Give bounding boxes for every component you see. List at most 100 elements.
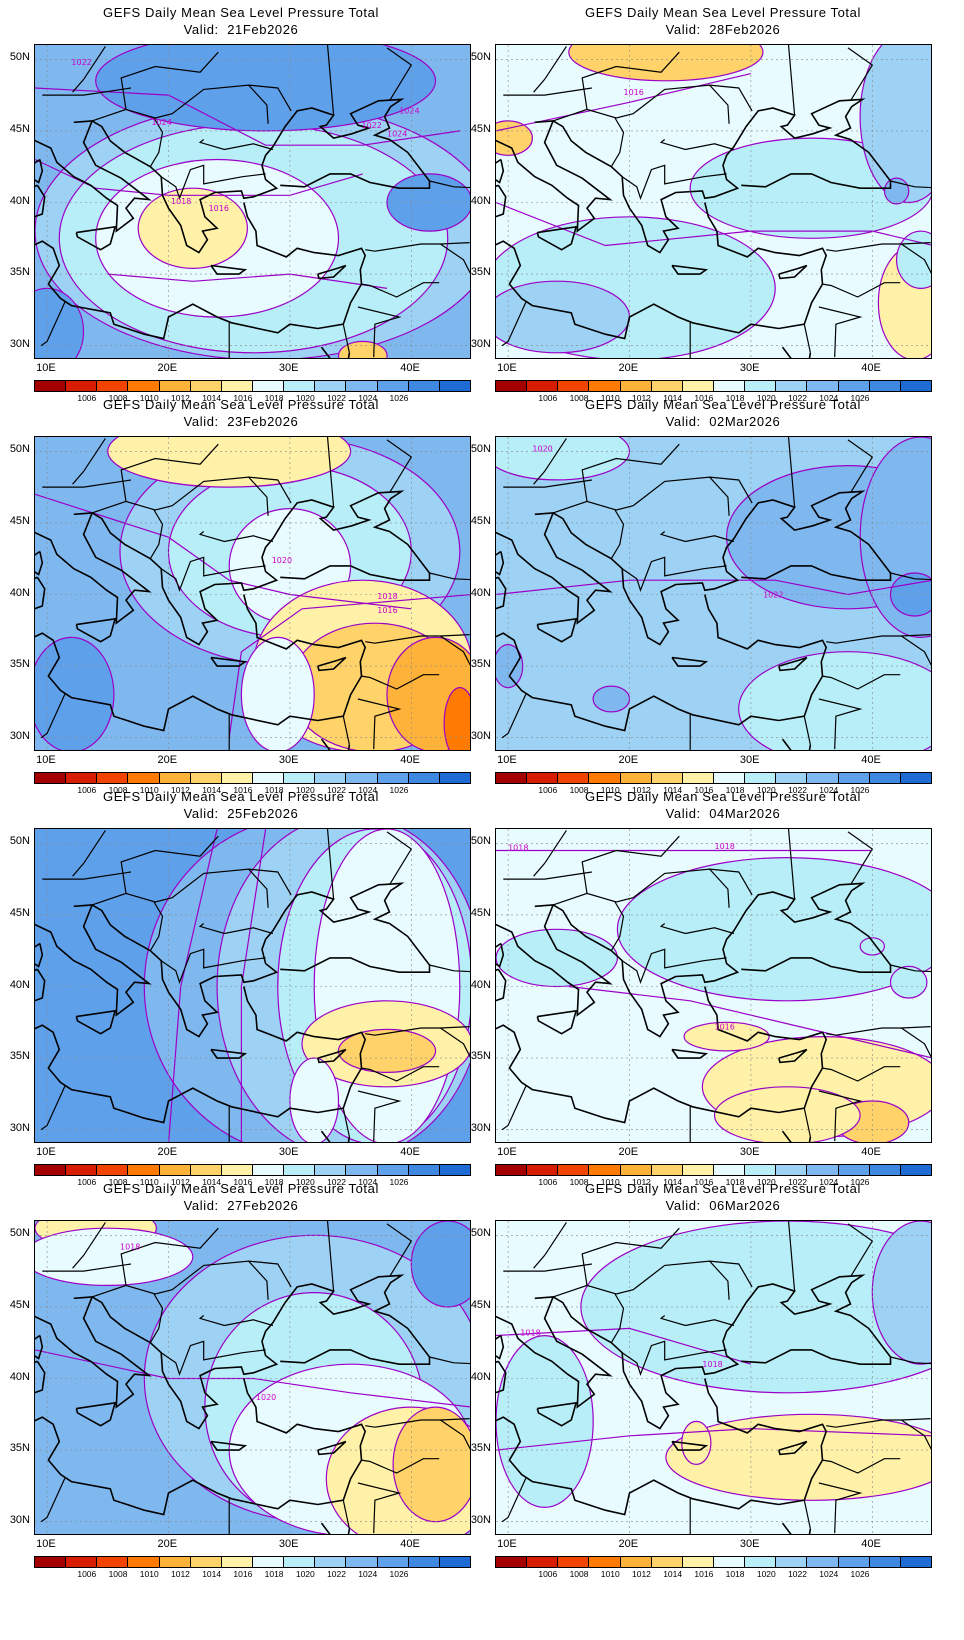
colorbar-swatch <box>35 773 67 783</box>
latitude-tick-label: 40N <box>9 978 30 991</box>
colorbar-swatch <box>128 1165 160 1175</box>
valid-prefix: Valid: <box>665 22 701 37</box>
colorbar-label: 1014 <box>202 393 222 403</box>
country-border <box>503 1263 592 1272</box>
longitude-tick-label: 10E <box>36 1538 56 1550</box>
colorbar-swatch <box>620 773 652 783</box>
colorbar-label: 1006 <box>538 1177 558 1187</box>
colorbar-label: 1020 <box>756 1569 776 1579</box>
country-border <box>440 1419 470 1450</box>
colorbar-label: 1020 <box>756 393 776 403</box>
colorbar-swatch <box>346 381 378 391</box>
longitude-tick-label: 20E <box>618 362 639 374</box>
country-border <box>120 51 219 110</box>
latitude-tick-label: 40N <box>9 194 30 207</box>
colorbar-swatch <box>66 773 98 783</box>
colorbar <box>34 1164 471 1176</box>
country-border <box>361 1066 440 1082</box>
coastline <box>75 1401 117 1427</box>
pressure-contour-band <box>592 685 631 713</box>
country-border <box>787 1221 796 1292</box>
map-svg: 1016 <box>496 45 931 358</box>
coastline <box>671 264 709 275</box>
latitude-tick-label: 45N <box>470 906 491 919</box>
coastline <box>35 576 46 610</box>
coastline <box>496 986 828 1124</box>
colorbar-label: 1008 <box>108 785 128 795</box>
map-svg: 1020 1022 <box>496 437 931 750</box>
country-border <box>890 1356 931 1365</box>
colorbar <box>495 1556 932 1568</box>
coastline <box>320 1130 331 1142</box>
coastline <box>35 512 152 625</box>
colorbar-swatch <box>190 773 222 783</box>
country-border <box>890 964 931 973</box>
colorbar-swatch <box>558 773 590 783</box>
map-panel-21Feb2026: GEFS Daily Mean Sea Level Pressure Total… <box>0 0 482 410</box>
latitude-tick-label: 50N <box>470 1227 491 1240</box>
colorbar-swatch <box>713 1557 746 1567</box>
country-border <box>326 1221 335 1292</box>
latitude-tick-label: 30N <box>470 1513 491 1526</box>
colorbar-label: 1012 <box>631 393 651 403</box>
colorbar-swatch <box>682 1557 714 1567</box>
pressure-contour-band <box>392 1406 470 1523</box>
isobar-label: 1022 <box>71 58 91 67</box>
coastline <box>552 98 892 254</box>
country-border <box>365 634 470 644</box>
panel-title: GEFS Daily Mean Sea Level Pressure Total <box>585 1181 861 1196</box>
panel-valid-date: Valid: 27Feb2026 <box>0 1197 482 1214</box>
country-border <box>357 698 402 750</box>
isobar-label: 1016 <box>715 1023 735 1032</box>
colorbar-label: 1006 <box>538 785 558 795</box>
colorbar-swatch <box>221 1165 253 1175</box>
country-border <box>120 443 219 502</box>
colorbar <box>495 772 932 784</box>
map-frame: 1018 1020 <box>34 1220 471 1535</box>
pressure-contour-band <box>410 1221 470 1308</box>
colorbar-label: 1014 <box>663 1569 683 1579</box>
valid-date-value: 27Feb2026 <box>227 1198 299 1213</box>
country-border <box>552 1260 730 1300</box>
pressure-contour-band <box>568 45 764 82</box>
panel-title: GEFS Daily Mean Sea Level Pressure Total <box>585 789 861 804</box>
colorbar-swatch <box>315 1557 347 1567</box>
longitude-tick-label: 10E <box>497 754 517 766</box>
colorbar-label: 1014 <box>663 1177 683 1187</box>
colorbar-label: 1022 <box>327 1177 346 1187</box>
coastline <box>320 738 331 750</box>
country-border <box>503 871 592 880</box>
latitude-tick-label: 30N <box>9 1513 30 1526</box>
country-border <box>357 306 402 358</box>
coastline <box>210 1440 248 1451</box>
isobar-label: 1020 <box>272 556 292 565</box>
colorbar-label: 1020 <box>756 785 776 795</box>
colorbar-label: 1026 <box>389 1569 409 1579</box>
coastline <box>496 1360 507 1394</box>
panel-title: GEFS Daily Mean Sea Level Pressure Total <box>103 5 379 20</box>
colorbar-swatch <box>776 381 808 391</box>
colorbar-swatch <box>496 773 528 783</box>
colorbar-swatch <box>651 381 683 391</box>
colorbar-label: 1006 <box>77 393 97 403</box>
latitude-tick-label: 50N <box>9 51 30 64</box>
colorbar-swatch <box>496 1557 528 1567</box>
coastline <box>317 264 347 280</box>
country-border <box>533 46 567 93</box>
country-border <box>533 438 567 485</box>
colorbar-swatch <box>315 381 347 391</box>
colorbar-swatch <box>97 381 129 391</box>
isobar-line <box>496 579 931 596</box>
country-border <box>361 1458 440 1474</box>
country-border <box>149 509 164 560</box>
latitude-tick-label: 50N <box>470 835 491 848</box>
coastline <box>536 225 578 251</box>
isobar-label: 1020 <box>256 1393 276 1402</box>
colorbar-label: 1026 <box>389 1177 409 1187</box>
map-frame: 1018 1018 1016 <box>495 828 932 1143</box>
country-border <box>160 948 266 985</box>
colorbar-label: 1008 <box>108 1177 128 1187</box>
country-border <box>847 47 874 102</box>
latitude-tick-label: 45N <box>470 1298 491 1311</box>
longitude-tick-label: 30E <box>739 1146 760 1158</box>
